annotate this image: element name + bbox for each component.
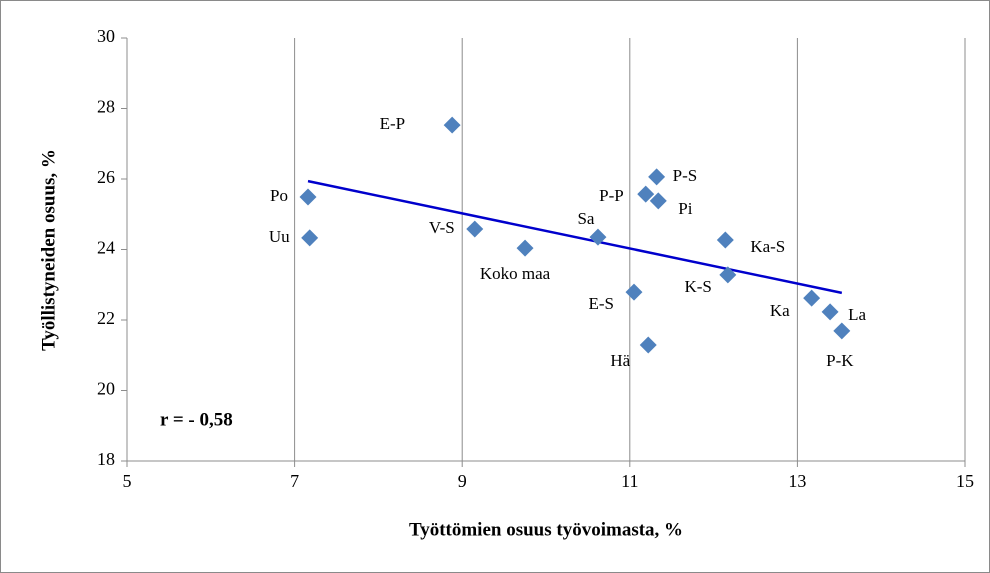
point: [821, 303, 839, 321]
x-tick-label: 7: [290, 471, 299, 491]
x-tick-label: 11: [621, 471, 638, 491]
point-label: P-P: [599, 186, 624, 205]
y-tick-label: 26: [97, 167, 115, 187]
point-label: Hä: [610, 351, 630, 370]
point: [648, 168, 666, 186]
point: [625, 283, 643, 301]
point-label: Sa: [577, 209, 594, 228]
point: [466, 220, 484, 238]
point: [301, 229, 319, 247]
x-axis-title: Työttömien osuus työvoimasta, %: [409, 519, 683, 540]
y-tick-label: 30: [97, 26, 115, 46]
point: [589, 228, 607, 246]
point-label: P-S: [673, 166, 698, 185]
point: [803, 289, 821, 307]
x-tick-label: 13: [788, 471, 806, 491]
x-tick-label: 15: [956, 471, 974, 491]
point: [639, 336, 657, 354]
point-label: K-S: [684, 277, 711, 296]
y-tick-label: 18: [97, 449, 115, 469]
x-tick-label: 9: [458, 471, 467, 491]
y-tick-label: 22: [97, 308, 115, 328]
y-tick-label: 28: [97, 97, 115, 117]
point-label: Po: [270, 186, 288, 205]
y-tick-label: 24: [97, 238, 115, 258]
point-label: Pi: [678, 199, 692, 218]
point: [649, 192, 667, 210]
point: [716, 231, 734, 249]
y-axis-title: Työllistyneiden osuus, %: [38, 149, 59, 351]
trend-line: [307, 179, 843, 295]
point-label: P-K: [826, 351, 854, 370]
point-label: Ka-S: [750, 237, 785, 256]
point: [833, 322, 851, 340]
point-label: La: [848, 305, 866, 324]
point-label: Ka: [770, 301, 790, 320]
point: [637, 185, 655, 203]
point-label: Uu: [269, 227, 290, 246]
point: [443, 116, 461, 134]
y-tick-label: 20: [97, 379, 115, 399]
point: [719, 266, 737, 284]
point-label: Koko maa: [480, 264, 551, 283]
x-tick-label: 5: [123, 471, 132, 491]
point: [299, 188, 317, 206]
point-label: E-P: [380, 114, 406, 133]
point-label: V-S: [429, 218, 455, 237]
annotation: r = - 0,58: [160, 409, 233, 430]
point-label: E-S: [588, 294, 614, 313]
point: [516, 239, 534, 257]
